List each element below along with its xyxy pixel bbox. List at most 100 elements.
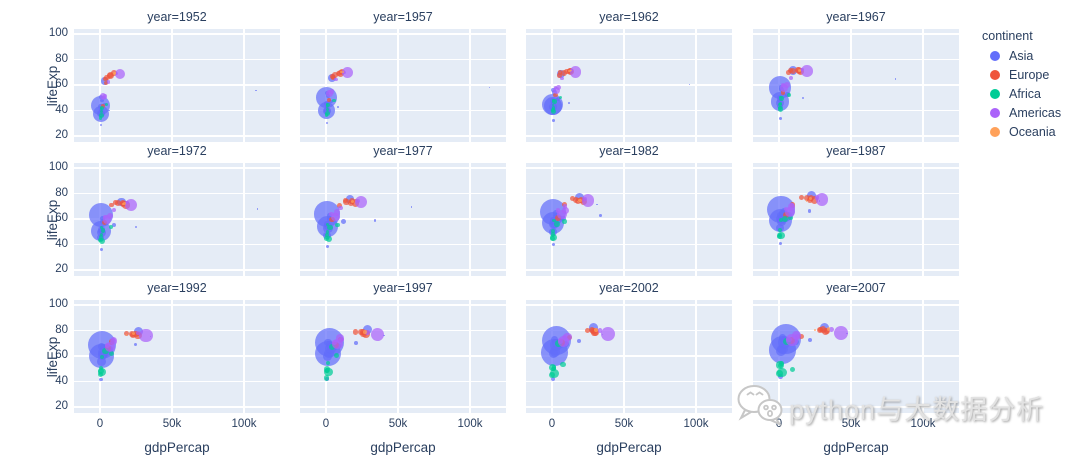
data-point[interactable] <box>98 116 103 120</box>
data-point[interactable] <box>558 336 570 348</box>
data-point[interactable] <box>826 327 831 331</box>
data-point[interactable] <box>99 112 104 118</box>
data-point[interactable] <box>800 67 805 72</box>
data-point[interactable] <box>334 77 338 82</box>
data-point[interactable] <box>329 212 334 217</box>
data-point[interactable] <box>324 368 330 373</box>
data-point[interactable] <box>817 326 824 332</box>
data-point[interactable] <box>324 236 330 242</box>
data-point[interactable] <box>601 326 616 341</box>
data-point[interactable] <box>784 82 791 88</box>
data-point[interactable] <box>324 112 329 117</box>
data-point[interactable] <box>778 361 784 366</box>
data-point[interactable] <box>589 327 596 334</box>
data-point[interactable] <box>551 365 557 370</box>
facet-panel-1962[interactable] <box>526 29 732 142</box>
data-point[interactable] <box>122 203 124 205</box>
facet-panel-1997[interactable] <box>300 300 506 413</box>
facet-panel-1967[interactable] <box>753 29 959 142</box>
data-point[interactable] <box>99 354 104 359</box>
data-point[interactable] <box>374 219 377 222</box>
data-point[interactable] <box>335 70 342 77</box>
data-point[interactable] <box>560 76 565 81</box>
data-point[interactable] <box>331 212 340 222</box>
data-point[interactable] <box>104 341 116 353</box>
data-point[interactable] <box>828 327 834 332</box>
data-point[interactable] <box>803 194 810 202</box>
data-point[interactable] <box>551 229 555 233</box>
data-point[interactable] <box>97 368 104 375</box>
data-point[interactable] <box>781 208 788 215</box>
facet-panel-1992[interactable] <box>74 300 280 413</box>
data-point[interactable] <box>802 96 805 99</box>
data-point[interactable] <box>100 106 103 109</box>
data-point[interactable] <box>783 206 789 212</box>
data-point[interactable] <box>787 215 793 221</box>
data-point[interactable] <box>781 216 788 223</box>
data-point[interactable] <box>781 83 785 87</box>
data-point[interactable] <box>808 337 813 342</box>
data-point[interactable] <box>780 89 786 95</box>
data-point[interactable] <box>335 222 340 227</box>
data-point[interactable] <box>775 345 787 356</box>
data-point[interactable] <box>340 70 344 74</box>
data-point[interactable] <box>894 78 897 80</box>
data-point[interactable] <box>576 200 579 203</box>
legend-item-oceania[interactable]: Oceania <box>962 122 1080 141</box>
data-point[interactable] <box>103 81 108 86</box>
data-point[interactable] <box>101 95 105 99</box>
data-point[interactable] <box>557 210 567 220</box>
data-point[interactable] <box>326 102 331 107</box>
data-point[interactable] <box>100 225 104 229</box>
data-point[interactable] <box>330 75 335 80</box>
data-point[interactable] <box>557 338 563 344</box>
data-point[interactable] <box>105 342 111 348</box>
data-point[interactable] <box>572 196 579 203</box>
data-point[interactable] <box>105 102 109 106</box>
data-point[interactable] <box>553 85 558 90</box>
data-point[interactable] <box>562 335 568 341</box>
data-point[interactable] <box>332 338 343 350</box>
data-point[interactable] <box>833 325 848 340</box>
data-point[interactable] <box>799 194 805 201</box>
facet-panel-1957[interactable] <box>300 29 506 142</box>
data-point[interactable] <box>569 195 575 201</box>
data-point[interactable] <box>551 119 555 122</box>
data-point[interactable] <box>353 340 358 345</box>
data-point[interactable] <box>108 109 111 112</box>
data-point[interactable] <box>552 99 555 102</box>
data-point[interactable] <box>103 76 108 81</box>
data-point[interactable] <box>110 338 116 344</box>
data-point[interactable] <box>352 329 359 335</box>
data-point[interactable] <box>786 336 792 343</box>
data-point[interactable] <box>122 202 126 206</box>
data-point[interactable] <box>134 343 138 347</box>
data-point[interactable] <box>550 108 555 113</box>
data-point[interactable] <box>125 200 130 205</box>
data-point[interactable] <box>323 375 330 381</box>
data-point[interactable] <box>562 206 570 214</box>
data-point[interactable] <box>488 86 491 89</box>
facet-panel-1952[interactable] <box>74 29 280 142</box>
data-point[interactable] <box>327 98 332 103</box>
data-point[interactable] <box>597 328 603 334</box>
data-point[interactable] <box>560 70 567 77</box>
data-point[interactable] <box>342 71 345 73</box>
data-point[interactable] <box>328 343 336 350</box>
data-point[interactable] <box>564 68 571 75</box>
data-point[interactable] <box>789 366 796 373</box>
data-point[interactable] <box>788 75 793 80</box>
data-point[interactable] <box>106 80 111 84</box>
data-point[interactable] <box>778 116 782 120</box>
legend-item-asia[interactable]: Asia <box>962 46 1080 65</box>
data-point[interactable] <box>99 98 104 103</box>
data-point[interactable] <box>370 327 385 342</box>
data-point[interactable] <box>599 213 602 217</box>
data-point[interactable] <box>334 353 340 359</box>
data-point[interactable] <box>815 195 820 200</box>
data-point[interactable] <box>582 196 588 201</box>
data-point[interactable] <box>328 99 333 104</box>
data-point[interactable] <box>363 330 367 334</box>
data-point[interactable] <box>325 232 330 237</box>
data-point[interactable] <box>124 330 130 337</box>
